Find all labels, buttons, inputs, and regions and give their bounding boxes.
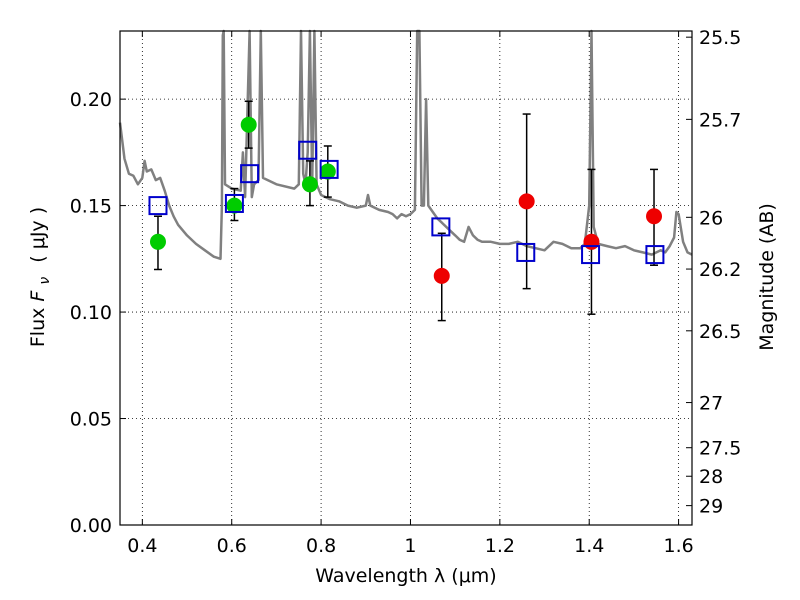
- x-tick-label: 1.2: [485, 535, 515, 557]
- x-tick-label: 0.4: [127, 535, 157, 557]
- y-axis-label-unit: ( μJy ): [27, 207, 49, 263]
- y-axis-label-subscript: ν: [37, 277, 53, 285]
- y-axis-label-prefix: Flux: [27, 302, 49, 348]
- model-photometry-square: [581, 245, 601, 265]
- observed-point-optical: [240, 116, 257, 133]
- model-photometry-square: [298, 140, 318, 160]
- mag-tick-label: 26.5: [699, 321, 741, 343]
- mag-tick-label: 25.7: [699, 109, 741, 131]
- x-axis-label: Wavelength λ (μm): [315, 565, 496, 587]
- x-tick-label: 1.6: [663, 535, 693, 557]
- plot-frame: [119, 30, 693, 526]
- observed-point-infrared: [518, 193, 535, 210]
- mag-tick-label: 26: [699, 207, 723, 229]
- observed-point-optical: [226, 197, 243, 214]
- y-tick-label: 0.20: [70, 89, 112, 111]
- mag-tick-label: 28: [699, 466, 723, 488]
- model-photometry-square: [319, 159, 339, 179]
- observed-point-infrared: [646, 208, 663, 225]
- x-tick-label: 0.6: [217, 535, 247, 557]
- mag-tick-label: 29: [699, 496, 723, 518]
- y-tick-label: 0.15: [70, 196, 112, 218]
- mag-tick-label: 27.5: [699, 438, 741, 460]
- y-tick-label: 0.05: [70, 409, 112, 431]
- y-axis-label: Flux F ν ( μJy ): [27, 207, 54, 347]
- model-spectrum: [118, 29, 693, 261]
- model-photometry-square: [645, 245, 665, 265]
- data-points: [148, 116, 665, 284]
- observed-point-optical: [319, 163, 336, 180]
- y-tick-label: 0.10: [70, 302, 112, 324]
- model-photometry-square: [516, 242, 536, 262]
- observed-point-optical: [149, 233, 166, 250]
- axis-ticks: 0.4 0.6 0.8 1 1.2 1.4 1.6 0.00 0.05 0.10 0.15 0.20 2…: [70, 27, 742, 557]
- spectrum-line: [118, 29, 693, 261]
- y2-axis-label: Magnitude (AB): [756, 203, 778, 351]
- x-tick-label: 1.4: [574, 535, 604, 557]
- model-photometry-square: [224, 193, 244, 213]
- x-tick-label: 1: [404, 535, 416, 557]
- model-photometry-square: [148, 196, 168, 216]
- model-photometry-square: [240, 164, 260, 184]
- observed-point-optical: [301, 176, 318, 193]
- y-tick-label: 0.00: [70, 515, 112, 537]
- mag-tick-label: 25.5: [699, 27, 741, 49]
- observed-point-infrared: [433, 267, 450, 284]
- mag-tick-label: 27: [699, 393, 723, 415]
- y-axis-label-symbol: F: [27, 290, 49, 302]
- model-photometry-square: [431, 217, 451, 237]
- x-tick-label: 0.8: [306, 535, 336, 557]
- plot-border: [119, 30, 693, 526]
- mag-tick-label: 26.2: [699, 259, 741, 281]
